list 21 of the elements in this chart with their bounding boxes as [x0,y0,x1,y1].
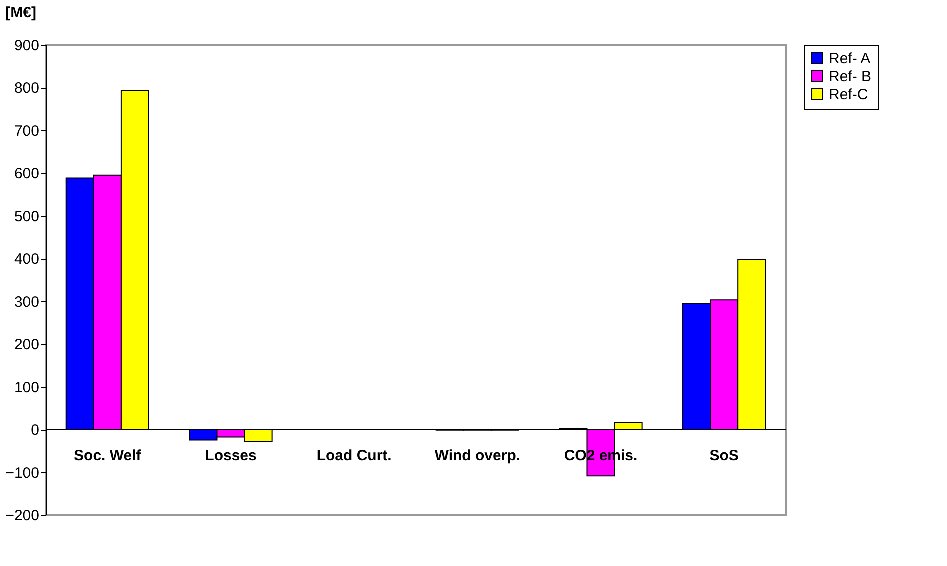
y-tick-label: 900 [14,38,40,54]
x-tick-label: Soc. Welf [74,448,142,465]
x-tick-label: Losses [205,448,257,465]
legend-label: Ref- B [829,68,872,86]
y-tick-label: 700 [14,122,40,140]
y-tick-label: −200 [6,508,40,524]
legend-label: Ref- A [829,50,871,68]
x-tick-label: SoS [710,448,739,465]
y-axis-title: [M€] [6,4,37,22]
y-tick-label: 100 [14,379,40,396]
y-tick-label: 600 [14,166,40,183]
y-tick-label: 300 [14,294,40,311]
y-tick-label: 200 [14,336,40,354]
y-tick-label: −100 [6,464,40,482]
y-tick-label: 500 [14,208,40,226]
y-tick-label: 0 [31,422,40,440]
legend-label: Ref-C [829,86,868,104]
x-tick-label: Wind overp. [434,448,521,465]
y-tick-label: 800 [14,80,40,98]
x-tick-label: Load Curt. [316,448,392,465]
y-tick-label: 400 [14,251,40,268]
